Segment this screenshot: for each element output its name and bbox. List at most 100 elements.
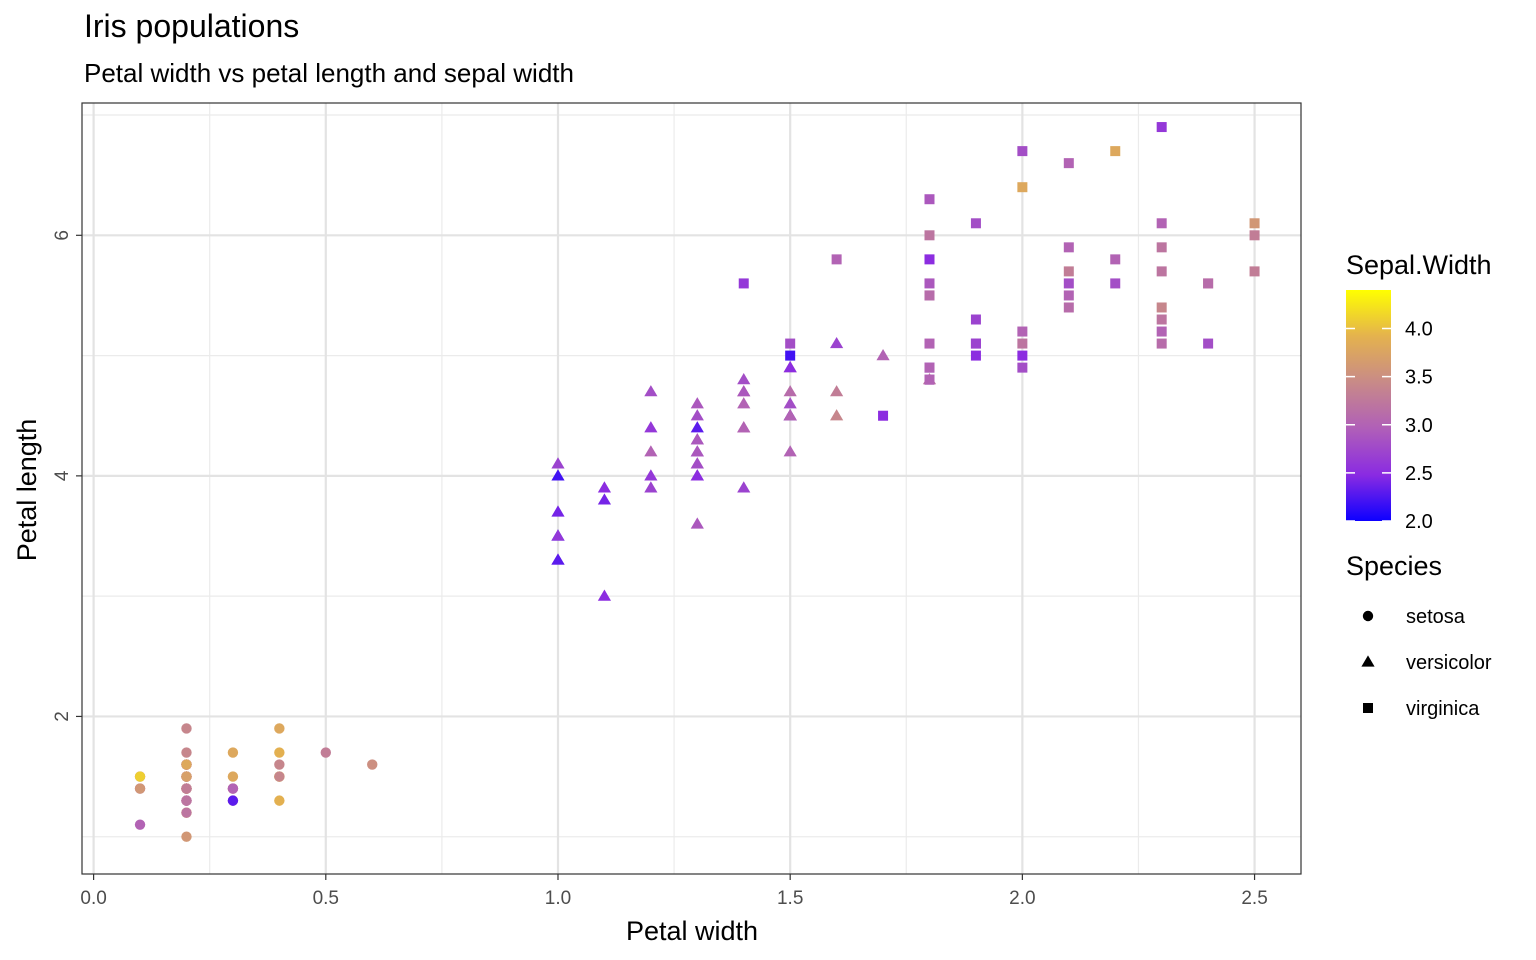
point-setosa	[274, 795, 285, 806]
legend-key-setosa	[1362, 610, 1374, 622]
point-versicolor	[783, 397, 797, 409]
point-virginica	[785, 338, 796, 349]
point-setosa	[274, 759, 285, 770]
color-legend: Sepal.Width 4.0 3.5 3.0 2.5 2.0	[1346, 250, 1492, 533]
colorbar-tick-label: 3.5	[1405, 367, 1433, 389]
point-setosa	[274, 771, 285, 782]
colorbar-tick-label: 4.0	[1405, 319, 1433, 341]
legend-label-versicolor: versicolor	[1406, 652, 1492, 674]
point-versicolor	[690, 421, 704, 433]
x-tick-label: 2.0	[1009, 888, 1035, 909]
point-setosa	[134, 771, 146, 782]
panel-background	[82, 103, 1301, 874]
point-setosa	[320, 747, 331, 758]
x-axis: 0.0 0.5 1.0 1.5 2.0 2.5	[80, 874, 1268, 909]
point-virginica	[1156, 326, 1167, 337]
colorbar-tick-label: 2.0	[1405, 511, 1433, 533]
point-versicolor	[597, 481, 612, 493]
colorbar-tick-label: 2.5	[1405, 463, 1433, 485]
y-axis-title: Petal length	[12, 419, 42, 562]
shape-legend-title: Species	[1346, 551, 1442, 581]
point-virginica	[1063, 290, 1074, 301]
y-tick-label: 6	[52, 230, 73, 241]
point-setosa	[181, 783, 192, 794]
point-versicolor	[644, 445, 658, 457]
point-setosa	[181, 771, 192, 782]
point-setosa	[274, 747, 285, 758]
point-versicolor	[551, 553, 565, 565]
point-virginica	[1156, 218, 1167, 229]
point-versicolor	[551, 529, 565, 541]
point-versicolor	[690, 397, 704, 409]
chart-title: Iris populations	[84, 8, 300, 44]
point-versicolor	[644, 385, 658, 397]
point-setosa	[181, 747, 192, 758]
point-virginica	[1110, 254, 1121, 265]
point-virginica	[924, 278, 935, 289]
point-versicolor	[690, 469, 704, 481]
point-versicolor	[690, 445, 704, 457]
color-legend-title: Sepal.Width	[1346, 250, 1492, 280]
point-virginica	[1017, 182, 1028, 193]
point-versicolor	[783, 445, 797, 457]
point-virginica	[970, 338, 981, 349]
point-virginica	[924, 194, 935, 205]
x-tick-label: 0.0	[80, 888, 106, 909]
point-setosa	[181, 807, 192, 818]
point-virginica	[1156, 122, 1167, 133]
point-versicolor	[830, 385, 844, 397]
point-virginica	[1203, 338, 1214, 349]
y-tick-label: 2	[52, 711, 73, 722]
colorbar-tick-label: 3.0	[1405, 415, 1433, 437]
point-virginica	[1017, 338, 1028, 349]
point-versicolor	[690, 409, 704, 421]
point-virginica	[924, 254, 935, 265]
chart-subtitle: Petal width vs petal length and sepal wi…	[84, 58, 574, 88]
point-virginica	[1249, 230, 1260, 241]
point-virginica	[1249, 266, 1260, 277]
point-virginica	[970, 218, 981, 229]
point-virginica	[1156, 242, 1167, 253]
x-axis-title: Petal width	[626, 916, 758, 946]
point-virginica	[924, 290, 935, 301]
y-tick-label: 4	[52, 470, 73, 481]
point-versicolor	[783, 385, 797, 397]
point-setosa	[227, 795, 239, 806]
point-virginica	[970, 314, 981, 325]
point-setosa	[227, 747, 239, 758]
point-versicolor	[597, 589, 612, 601]
point-versicolor	[644, 481, 658, 493]
legend-label-virginica: virginica	[1406, 698, 1480, 720]
point-versicolor	[597, 493, 612, 505]
point-versicolor	[690, 457, 704, 469]
point-virginica	[1203, 278, 1214, 289]
colorbar-ticks: 4.0 3.5 3.0 2.5 2.0	[1346, 319, 1433, 533]
point-versicolor	[830, 409, 844, 421]
point-versicolor	[783, 409, 797, 421]
point-virginica	[1063, 158, 1074, 169]
point-versicolor	[876, 348, 890, 361]
point-versicolor	[690, 517, 704, 529]
point-virginica	[1017, 326, 1028, 337]
point-setosa	[134, 819, 146, 830]
data-points	[134, 122, 1260, 842]
x-tick-label: 1.5	[777, 888, 803, 909]
point-virginica	[924, 230, 935, 241]
point-virginica	[831, 254, 842, 265]
point-setosa	[181, 831, 192, 842]
point-virginica	[1156, 338, 1167, 349]
point-virginica	[1110, 146, 1121, 157]
point-virginica	[1017, 350, 1028, 361]
point-virginica	[738, 278, 749, 289]
point-versicolor	[690, 433, 704, 445]
point-virginica	[1156, 302, 1167, 313]
point-setosa	[227, 783, 239, 794]
point-virginica	[785, 350, 796, 361]
point-setosa	[181, 795, 192, 806]
point-setosa	[134, 783, 146, 794]
panel-border	[81, 102, 1302, 875]
point-setosa	[181, 723, 192, 734]
point-virginica	[1156, 314, 1167, 325]
grid-lines	[82, 103, 1301, 874]
